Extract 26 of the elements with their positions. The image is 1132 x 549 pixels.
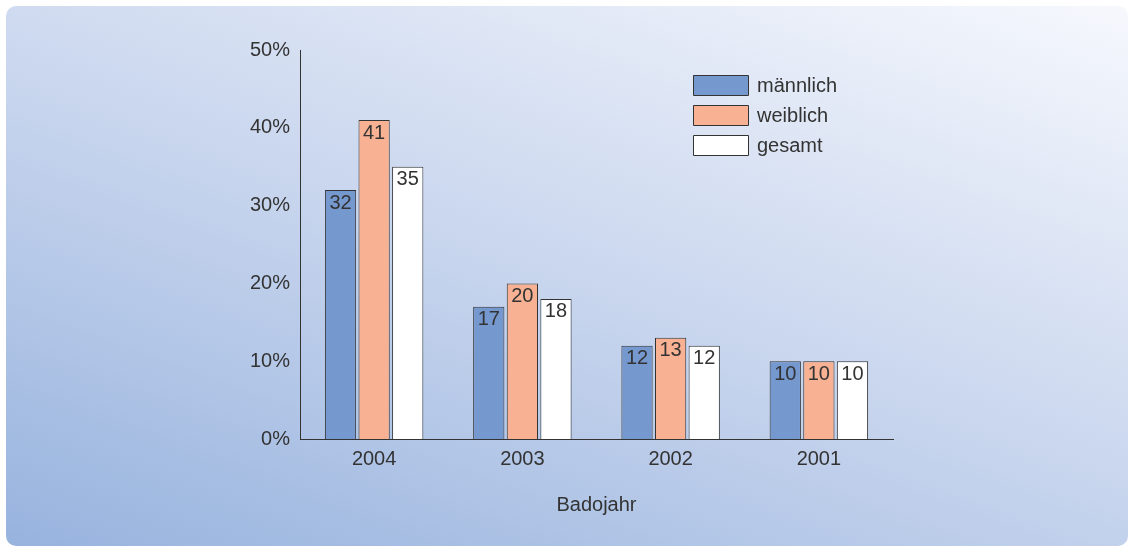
data-label: 32: [329, 190, 352, 213]
y-tick-label: 20%: [249, 270, 291, 293]
x-tick-label: 2003: [500, 446, 545, 469]
y-tick-label: 50%: [249, 37, 291, 60]
legend-label: weiblich: [756, 103, 829, 126]
data-label: 20: [511, 283, 534, 306]
x-tick-label: 2001: [796, 446, 842, 469]
x-axis-title: Badojahr: [556, 492, 637, 515]
data-label: 12: [693, 346, 716, 369]
x-tick-label: 2004: [351, 446, 397, 469]
y-tick-label: 0%: [261, 426, 291, 449]
data-label: 41: [363, 120, 386, 143]
x-tick-label: 2002: [648, 446, 693, 469]
data-label: 13: [659, 338, 682, 361]
data-label: 35: [396, 167, 419, 190]
data-label: 12: [625, 346, 649, 369]
legend-label: männlich: [757, 73, 838, 96]
data-label: 10: [807, 361, 830, 384]
data-label: 18: [544, 299, 568, 322]
y-tick-label: 30%: [249, 193, 291, 216]
data-label: 10: [774, 361, 797, 384]
data-label: 17: [477, 307, 500, 330]
y-tick-label: 40%: [249, 115, 291, 138]
y-tick-label: 10%: [249, 348, 291, 371]
legend-label: gesamt: [757, 133, 824, 156]
data-label: 10: [841, 361, 864, 384]
